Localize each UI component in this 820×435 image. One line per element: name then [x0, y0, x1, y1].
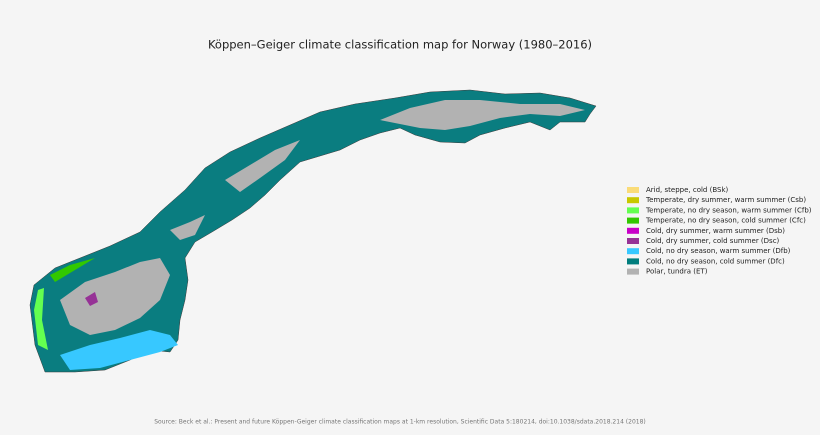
warm-summer-area — [60, 330, 178, 370]
legend-swatch — [627, 238, 639, 244]
legend-swatch — [627, 268, 639, 275]
legend-label: Cold, no dry season, cold summer (Dfc) — [646, 257, 785, 265]
legend-swatch — [627, 258, 639, 265]
legend-label: Polar, tundra (ET) — [646, 268, 708, 276]
source-note: Source: Beck et al.: Present and future … — [154, 419, 646, 426]
map-title: Köppen–Geiger climate classification map… — [208, 38, 592, 52]
legend-label: Temperate, dry summer, warm summer (Csb) — [645, 196, 806, 204]
legend-swatch — [627, 187, 639, 193]
legend-label: Cold, dry summer, warm summer (Dsb) — [646, 227, 785, 235]
legend-label: Temperate, no dry season, cold summer (C… — [645, 217, 806, 225]
coastal-temperate — [34, 288, 48, 350]
legend-label: Cold, dry summer, cold summer (Dsc) — [646, 237, 780, 245]
legend-swatch — [627, 197, 639, 204]
legend-label: Temperate, no dry season, warm summer (C… — [645, 206, 812, 214]
country-shape — [29, 89, 597, 373]
legend-swatch — [627, 207, 639, 214]
legend-swatch — [627, 217, 639, 224]
norway-map — [29, 89, 597, 373]
legend-label: Cold, no dry season, warm summer (Dfb) — [646, 247, 791, 255]
tundra-area — [60, 100, 585, 335]
coastal-cold-temperate — [50, 258, 95, 282]
legend: Arid, steppe, cold (BSk) Temperate, dry s… — [627, 186, 812, 276]
dry-summer-area — [85, 292, 98, 306]
legend-swatch — [627, 227, 639, 234]
legend-label: Arid, steppe, cold (BSk) — [646, 186, 728, 194]
legend-swatch — [627, 248, 639, 255]
